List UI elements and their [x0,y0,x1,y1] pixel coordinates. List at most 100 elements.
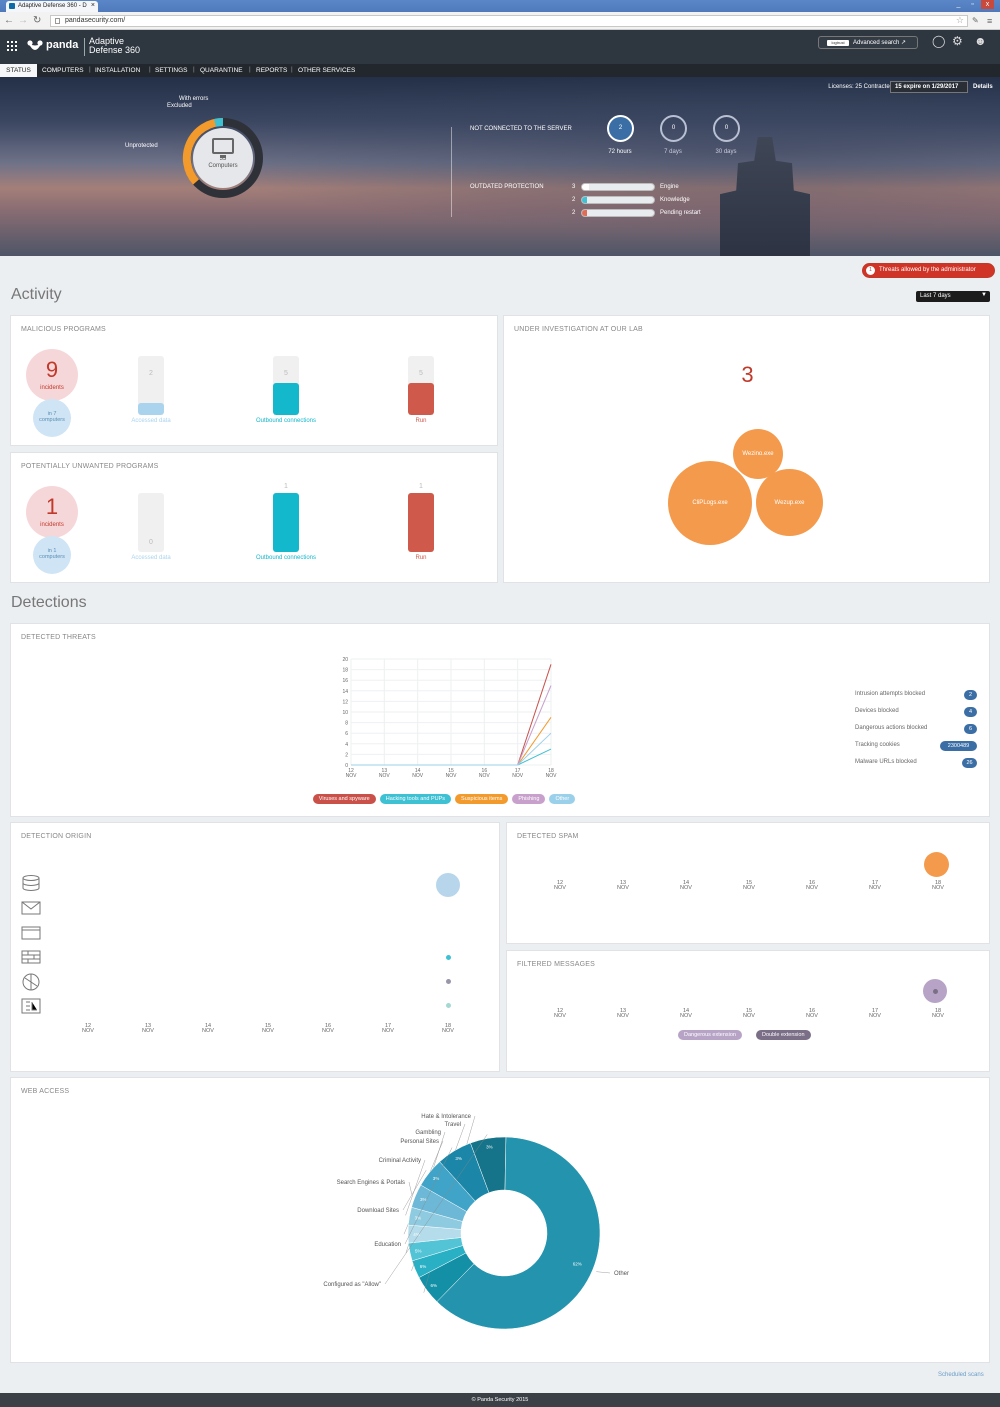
x-tick-label: 14 NOV [680,1008,692,1019]
x-tick-label: 13 NOV [617,880,629,891]
legend-dangerous-extension[interactable]: Dangerous extension [678,1030,742,1040]
tab-status[interactable]: STATUS [0,64,37,77]
legend-item[interactable]: Suspicious items [455,794,509,804]
notifications-icon[interactable]: ◯ [932,34,946,48]
investigation-bubble[interactable]: Wezino.exe [733,429,783,479]
exchange-icon [21,998,41,1014]
tab-reports[interactable]: REPORTS [256,67,288,74]
panel-title: WEB ACCESS [21,1088,70,1095]
user-icon[interactable]: ☻ [974,34,987,48]
not-connected-7d[interactable]: 0 [660,115,687,142]
product-name: Adaptive Defense 360 [89,37,149,55]
stat-value[interactable]: 6 [964,724,977,734]
x-tick-label: 12 [348,768,354,774]
advanced-search-button[interactable]: logtrust Advanced search ↗ [818,36,918,49]
settings-gear-icon[interactable]: ⚙ [952,34,963,48]
browser-menu-icon[interactable]: ≡ [987,16,993,26]
bar-fill [408,493,434,552]
detected-threats-chart[interactable]: 0246810121416182012NOV13NOV14NOV15NOV16N… [321,654,571,784]
slice-percent: 3% [420,1197,427,1202]
panel-title: FILTERED MESSAGES [517,961,595,968]
outbound-connections-label: Outbound connections [255,555,317,561]
bookmark-star-icon[interactable]: ☆ [955,15,964,25]
reload-icon[interactable]: ↻ [33,15,42,26]
investigation-bubble[interactable]: Wezup.exe [756,469,823,536]
browser-tab[interactable]: Adaptive Defense 360 - D × [6,1,98,12]
origin-dot[interactable] [446,1003,451,1008]
details-link[interactable]: Details [973,84,993,90]
threats-allowed-button[interactable]: 1 Threats allowed by the administrator [862,263,995,278]
close-tab-icon[interactable]: × [90,2,95,9]
spam-bubble[interactable] [924,852,949,877]
outdated-bar[interactable] [581,209,655,217]
vbar-group[interactable]: 5 [408,356,434,415]
outdated-bar[interactable] [581,196,655,204]
computers-center: 33 Computers [193,128,253,188]
legend-item[interactable]: Viruses and spyware [312,794,376,804]
outdated-bar[interactable] [581,183,655,191]
pup-computers[interactable]: in 1 computers [33,536,71,574]
vbar-group[interactable]: 2 [138,356,164,415]
origin-dot[interactable] [446,979,451,984]
bar-value: 5 [419,370,423,377]
investigation-bubble[interactable]: CliPLogs.exe [668,461,752,545]
vbar-group[interactable]: 5 [273,356,299,415]
extension-icon[interactable]: ✎ [972,16,979,25]
window-close-button[interactable]: x [981,0,994,9]
origin-bubble[interactable] [436,873,460,897]
not-connected-30d[interactable]: 0 [713,115,740,142]
vbar-group[interactable]: 1 [408,483,434,552]
web-slice[interactable] [470,1136,507,1194]
url-input[interactable]: pandasecurity.com/ ☆ [50,15,968,27]
filtered-bubble[interactable] [923,979,947,1003]
stat-value[interactable]: 2300489 [940,741,977,751]
y-tick-label: 10 [342,710,348,716]
stat-value[interactable]: 2 [964,690,977,700]
tab-other-services[interactable]: OTHER SERVICES [298,67,356,74]
web-slice[interactable] [436,1136,601,1330]
tab-quarantine[interactable]: QUARANTINE [200,67,243,74]
tab-installation[interactable]: INSTALLATION [95,67,141,74]
category-label: Hate & Intolerance [421,1114,471,1120]
stat-value[interactable]: 26 [962,758,977,768]
stat-label: Malware URLs blocked [855,759,917,765]
outdated-bar-fill [582,197,588,203]
computers-label: Computers [208,163,238,169]
maximize-button[interactable]: ▫ [971,1,974,8]
slice-percent: 4% [413,1232,420,1237]
legend-item[interactable]: Other [549,794,576,804]
slice-percent: 6% [431,1283,438,1288]
web-access-donut[interactable]: 62% Other 6% Hate & Intolerance 6% Travel 5% Ga… [311,1108,691,1358]
legend-item[interactable]: Hacking tools and PUPs [379,794,452,804]
y-tick-label: 4 [345,742,348,748]
malicious-computers[interactable]: in 7 computers [33,399,71,437]
minimize-button[interactable]: _ [956,1,961,8]
malicious-incidents[interactable]: 9 incidents [26,349,78,401]
not-connected-72h[interactable]: 2 [607,115,634,142]
slice-percent: 62% [573,1262,582,1267]
vbar-group[interactable]: 0 [138,493,164,552]
category-label: Other [614,1271,629,1277]
panel-title: UNDER INVESTIGATION AT OUR LAB [514,326,643,333]
stat-label: Devices blocked [855,708,899,714]
license-expiry-badge[interactable]: 15 expire on 1/29/2017 [890,81,968,93]
menu-separator: | [89,66,91,73]
pup-incidents[interactable]: 1 incidents [26,486,78,538]
mail-icon [21,901,41,915]
x-tick-label: 18 NOV [442,1023,454,1034]
vbar-group[interactable]: 1 [273,483,299,552]
apps-grid-icon[interactable] [7,41,17,51]
forward-icon[interactable]: → [18,15,28,26]
origin-dot[interactable] [446,955,451,960]
computers-status-donut[interactable] [182,117,264,199]
legend-item[interactable]: Phishing [512,794,546,804]
legend-double-extension[interactable]: Double extension [756,1030,811,1040]
back-icon[interactable]: ← [4,15,14,26]
tab-settings[interactable]: SETTINGS [155,67,188,74]
period-select[interactable]: Last 7 days ▼ [916,291,990,302]
scheduled-scans-link[interactable]: Scheduled scans [938,1372,984,1378]
series-line[interactable] [351,732,552,766]
stat-value[interactable]: 4 [964,707,977,717]
panel-title: POTENTIALLY UNWANTED PROGRAMS [21,463,159,470]
tab-computers[interactable]: COMPUTERS [42,67,84,74]
